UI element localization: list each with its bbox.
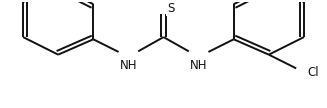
Text: NH: NH <box>190 59 207 72</box>
Text: NH: NH <box>120 59 137 72</box>
Text: Cl: Cl <box>307 66 319 79</box>
Text: S: S <box>167 2 174 15</box>
